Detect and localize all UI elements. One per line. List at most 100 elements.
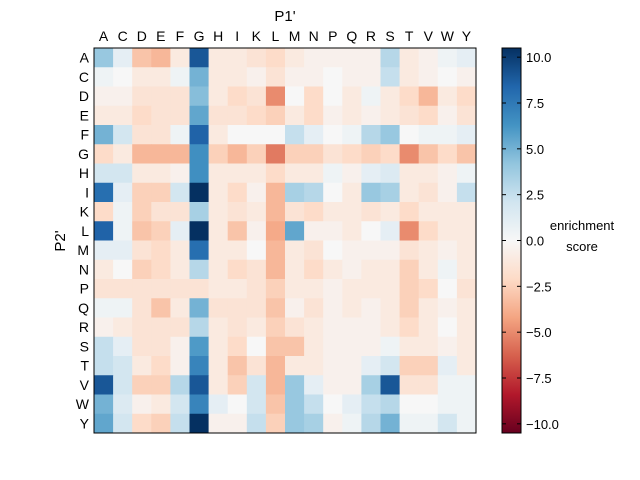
heatmap-cell-W-L [265, 394, 286, 415]
heatmap-cell-K-T [399, 202, 420, 222]
heatmap-cell-I-L [265, 182, 286, 203]
heatmap-cell-G-I [227, 144, 248, 164]
heatmap-cell-S-L [265, 336, 286, 357]
heatmap-cell-F-V [418, 125, 439, 145]
heatmap-cell-N-F [170, 259, 190, 280]
heatmap-cell-W-F [170, 394, 190, 415]
heatmap-cell-E-S [380, 105, 401, 126]
heatmap-cell-E-T [399, 105, 420, 126]
heatmap-cell-I-E [151, 182, 171, 203]
y-tick-label-A: A [80, 50, 90, 66]
heatmap-cell-D-S [380, 86, 401, 107]
x-tick-label-F: F [176, 28, 185, 44]
x-axis-label: P1' [274, 8, 295, 25]
heatmap-cell-W-A [94, 394, 114, 415]
heatmap-cell-G-F [170, 144, 190, 164]
heatmap-cell-V-A [94, 375, 114, 395]
heatmap-cell-Q-T [399, 298, 420, 318]
heatmap-cell-E-L [265, 105, 286, 126]
heatmap-cell-T-H [208, 356, 229, 376]
heatmap-cells [94, 48, 477, 434]
heatmap-cell-F-A [94, 125, 114, 145]
heatmap-cell-G-K [246, 144, 267, 164]
heatmap-cell-K-N [304, 202, 324, 222]
heatmap-cell-F-P [323, 125, 343, 145]
heatmap-cell-M-G [189, 240, 210, 261]
heatmap-cell-Q-F [170, 298, 190, 318]
heatmap-cell-G-P [323, 144, 343, 164]
heatmap-cell-A-W [437, 48, 458, 68]
heatmap-cell-C-K [246, 67, 267, 87]
heatmap-cell-C-I [227, 67, 248, 87]
colorbar-tick-label: 5.0 [526, 142, 544, 157]
heatmap-cell-V-T [399, 375, 420, 395]
heatmap-cell-L-E [151, 221, 171, 241]
heatmap-cell-E-K [246, 105, 267, 126]
heatmap-cell-A-D [132, 48, 152, 68]
y-tick-label-R: R [79, 319, 89, 335]
heatmap-cell-N-I [227, 259, 248, 280]
heatmap-cell-M-K [246, 240, 267, 261]
heatmap-cell-W-I [227, 394, 248, 415]
heatmap-cell-H-C [113, 163, 133, 184]
heatmap-cell-L-L [265, 221, 286, 241]
heatmap-cell-Y-S [380, 413, 401, 434]
y-tick-label-W: W [76, 396, 90, 412]
heatmap-cell-R-K [246, 317, 267, 338]
heatmap-cell-K-V [418, 202, 439, 222]
colorbar-tick-label: 10.0 [526, 50, 551, 65]
heatmap-cell-G-T [399, 144, 420, 164]
heatmap-cell-Q-A [94, 298, 114, 318]
heatmap-cell-R-I [227, 317, 248, 338]
heatmap-cell-L-N [304, 221, 324, 241]
x-tick-label-I: I [235, 28, 239, 44]
y-tick-label-N: N [79, 261, 89, 277]
heatmap-cell-T-L [265, 356, 286, 376]
heatmap-cell-D-F [170, 86, 190, 107]
heatmap-cell-W-E [151, 394, 171, 415]
heatmap-cell-Y-D [132, 413, 152, 434]
heatmap-cell-N-E [151, 259, 171, 280]
heatmap-cell-F-Q [342, 125, 362, 145]
heatmap-cell-Y-L [265, 413, 286, 434]
heatmap-cell-R-F [170, 317, 190, 338]
heatmap-cell-D-R [361, 86, 381, 107]
heatmap-cell-S-G [189, 336, 210, 357]
heatmap-cell-K-M [285, 202, 305, 222]
heatmap-cell-R-C [113, 317, 133, 338]
heatmap-cell-V-D [132, 375, 152, 395]
heatmap-cell-L-W [437, 221, 458, 241]
heatmap-cell-V-H [208, 375, 229, 395]
heatmap-cell-M-T [399, 240, 420, 261]
x-tick-label-L: L [272, 28, 280, 44]
heatmap-cell-Y-Q [342, 413, 362, 434]
heatmap-cell-E-Q [342, 105, 362, 126]
colorbar-tick-label: −7.5 [526, 371, 552, 386]
heatmap-cell-G-E [151, 144, 171, 164]
heatmap-cell-D-T [399, 86, 420, 107]
colorbar-tick-label: −10.0 [526, 417, 559, 432]
heatmap-cell-F-S [380, 125, 401, 145]
heatmap-cell-W-G [189, 394, 210, 415]
heatmap-cell-R-P [323, 317, 343, 338]
x-tick-label-A: A [99, 28, 109, 44]
heatmap-cell-R-V [418, 317, 439, 338]
heatmap-cell-R-E [151, 317, 171, 338]
heatmap-cell-E-G [189, 105, 210, 126]
heatmap-cell-C-T [399, 67, 420, 87]
heatmap-cell-P-W [437, 279, 458, 299]
heatmap-cell-N-G [189, 259, 210, 280]
heatmap-cell-F-C [113, 125, 133, 145]
heatmap-cell-Y-G [189, 413, 210, 434]
heatmap-cell-G-A [94, 144, 114, 164]
heatmap-cell-T-R [361, 356, 381, 376]
heatmap-cell-S-D [132, 336, 152, 357]
heatmap-cell-I-K [246, 182, 267, 203]
heatmap-cell-F-L [265, 125, 286, 145]
heatmap-cell-G-M [285, 144, 305, 164]
heatmap-cell-I-F [170, 182, 190, 203]
heatmap-cell-L-G [189, 221, 210, 241]
heatmap-cell-H-S [380, 163, 401, 184]
